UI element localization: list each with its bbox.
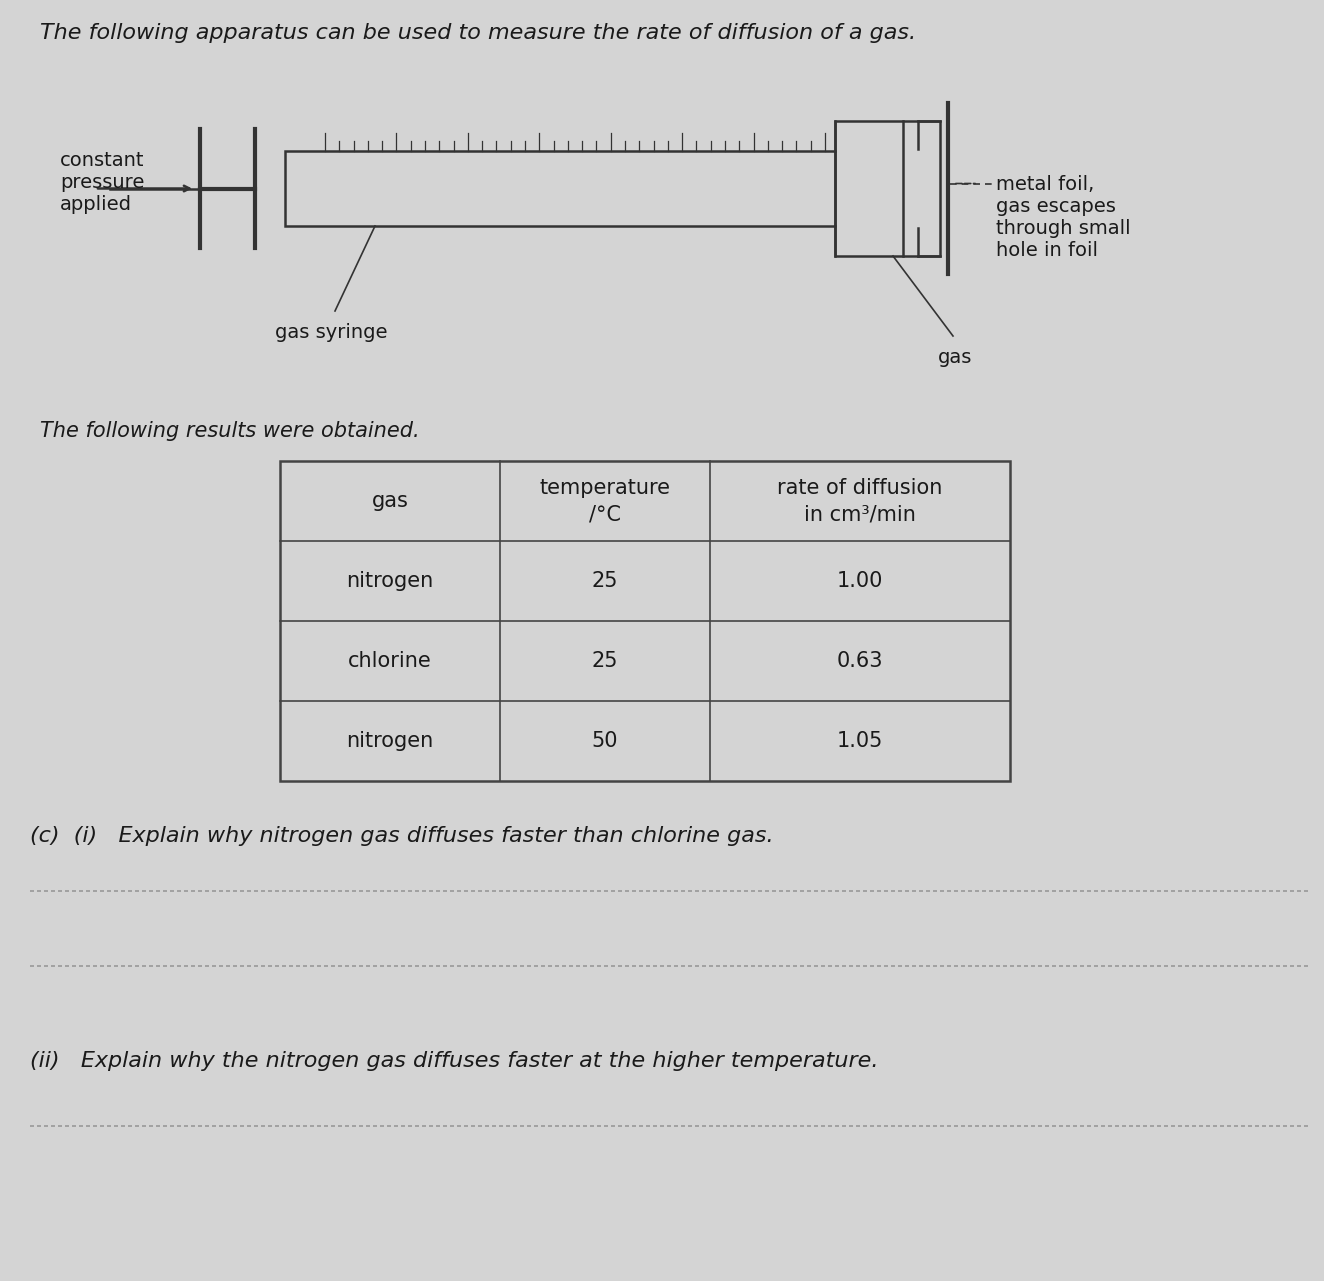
Text: constant
pressure
applied: constant pressure applied — [60, 151, 144, 214]
Text: chlorine: chlorine — [348, 651, 432, 671]
Text: gas syringe: gas syringe — [275, 323, 388, 342]
Text: 0.63: 0.63 — [837, 651, 883, 671]
Text: The following apparatus can be used to measure the rate of diffusion of a gas.: The following apparatus can be used to m… — [40, 23, 916, 44]
Text: 25: 25 — [592, 571, 618, 591]
Text: metal foil,
gas escapes
through small
hole in foil: metal foil, gas escapes through small ho… — [996, 175, 1131, 260]
Text: temperature
/°C: temperature /°C — [539, 478, 670, 524]
Text: 50: 50 — [592, 731, 618, 751]
Text: gas: gas — [372, 491, 408, 511]
Text: nitrogen: nitrogen — [347, 571, 434, 591]
Text: 1.05: 1.05 — [837, 731, 883, 751]
Text: 1.00: 1.00 — [837, 571, 883, 591]
Text: 25: 25 — [592, 651, 618, 671]
Text: gas: gas — [937, 348, 972, 366]
Text: (ii)   Explain why the nitrogen gas diffuses faster at the higher temperature.: (ii) Explain why the nitrogen gas diffus… — [30, 1050, 879, 1071]
Text: (c)  (i)   Explain why nitrogen gas diffuses faster than chlorine gas.: (c) (i) Explain why nitrogen gas diffuse… — [30, 826, 773, 845]
Text: nitrogen: nitrogen — [347, 731, 434, 751]
Bar — [279, 461, 1010, 781]
Bar — [285, 151, 835, 225]
Text: The following results were obtained.: The following results were obtained. — [40, 421, 420, 441]
Bar — [835, 120, 940, 256]
Text: rate of diffusion
in cm³/min: rate of diffusion in cm³/min — [777, 478, 943, 524]
